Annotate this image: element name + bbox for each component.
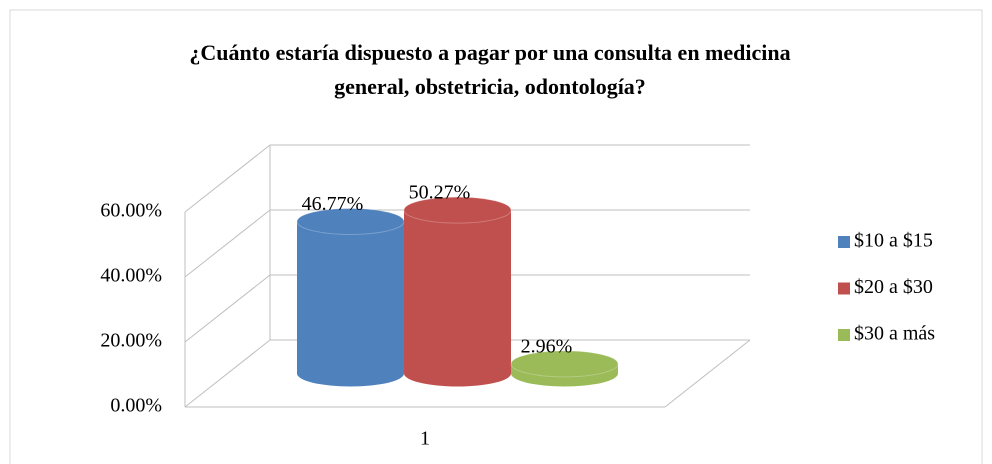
legend-swatch — [838, 329, 850, 341]
floor-right — [664, 339, 751, 408]
x-tick-label: 1 — [420, 428, 430, 450]
legend-label: $20 a $30 — [854, 276, 933, 298]
bar-top — [403, 196, 512, 224]
grid-line — [184, 274, 271, 343]
y-tick-label: 20.00% — [100, 330, 162, 352]
y-tick-label: 40.00% — [100, 265, 162, 287]
chart-title: ¿Cuánto estaría dispuesto a pagar por un… — [189, 40, 791, 99]
grid-line — [184, 339, 271, 408]
bar — [404, 210, 511, 387]
chart-border — [9, 9, 983, 464]
grid-line — [184, 144, 271, 213]
data-label: 46.77% — [302, 193, 364, 215]
legend-swatch — [838, 236, 850, 248]
legend-label: $10 a $15 — [854, 230, 933, 252]
y-tick-label: 60.00% — [100, 200, 162, 222]
data-label: 2.96% — [521, 335, 573, 357]
bar-top — [510, 350, 619, 378]
grid-line — [184, 209, 271, 278]
data-label: 50.27% — [409, 182, 471, 204]
bar — [297, 221, 404, 387]
legend-label: $30 a más — [854, 323, 935, 345]
y-tick-label: 0.00% — [110, 395, 162, 417]
legend-swatch — [838, 282, 850, 295]
